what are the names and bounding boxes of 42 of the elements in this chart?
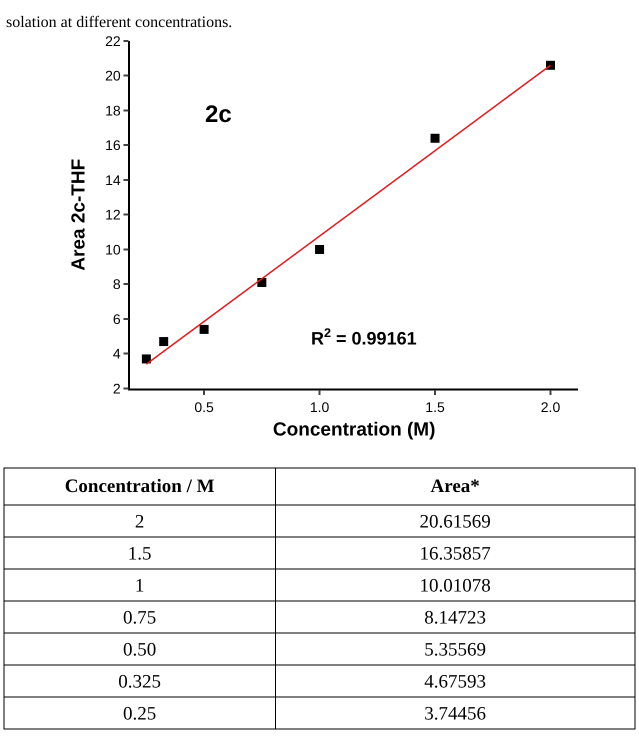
y-tick-label: 10 <box>105 241 121 258</box>
y-axis-title: Area 2c-THF <box>68 158 90 271</box>
text: 10.01078 <box>420 575 491 596</box>
y-tick-label: 18 <box>105 102 121 118</box>
y-tick-label: 2 <box>112 380 121 396</box>
point <box>546 60 555 70</box>
text: 3.74456 <box>424 703 486 724</box>
x-tick-label: 0.5 <box>194 399 214 416</box>
y-tick-label: 6 <box>112 310 121 327</box>
y-tick-label: 22 <box>105 32 121 49</box>
text: Concentration / M <box>64 476 215 498</box>
x-axis-title: Concentration (M) <box>272 419 436 440</box>
text: 1.5 <box>128 543 152 564</box>
x-tick-label: 1.0 <box>310 399 330 416</box>
point <box>200 324 209 334</box>
chart-title: solation at different concentrations. <box>6 14 232 31</box>
x-tick-label: 2.0 <box>540 399 560 416</box>
text: 20.61569 <box>420 511 491 532</box>
y-tick-label: 20 <box>105 68 121 84</box>
annotation: R$^{2}$ = 0.99161 <box>311 326 417 349</box>
text: 2 <box>134 511 144 532</box>
text: 1 <box>134 575 144 596</box>
y-tick-label: 14 <box>105 172 121 188</box>
text: 4.67593 <box>424 671 486 692</box>
text: 5.35569 <box>424 639 486 660</box>
point <box>142 354 151 364</box>
text: 0.25 <box>123 703 156 724</box>
text: 0.325 <box>118 671 162 692</box>
text: Area* <box>430 476 480 498</box>
y-tick-label: 16 <box>105 137 121 154</box>
y-tick-label: 4 <box>112 346 121 362</box>
text: 16.35857 <box>420 543 491 564</box>
point <box>430 134 440 143</box>
point <box>159 337 168 346</box>
y-tick-label: 12 <box>105 206 121 223</box>
y-tick-label: 8 <box>112 276 121 292</box>
point <box>315 244 324 254</box>
x-tick-label: 1.5 <box>425 399 445 416</box>
text: 8.14723 <box>424 607 486 628</box>
text: 0.75 <box>123 607 156 628</box>
annotation: 2c <box>205 101 232 128</box>
text: 0.50 <box>123 639 156 660</box>
